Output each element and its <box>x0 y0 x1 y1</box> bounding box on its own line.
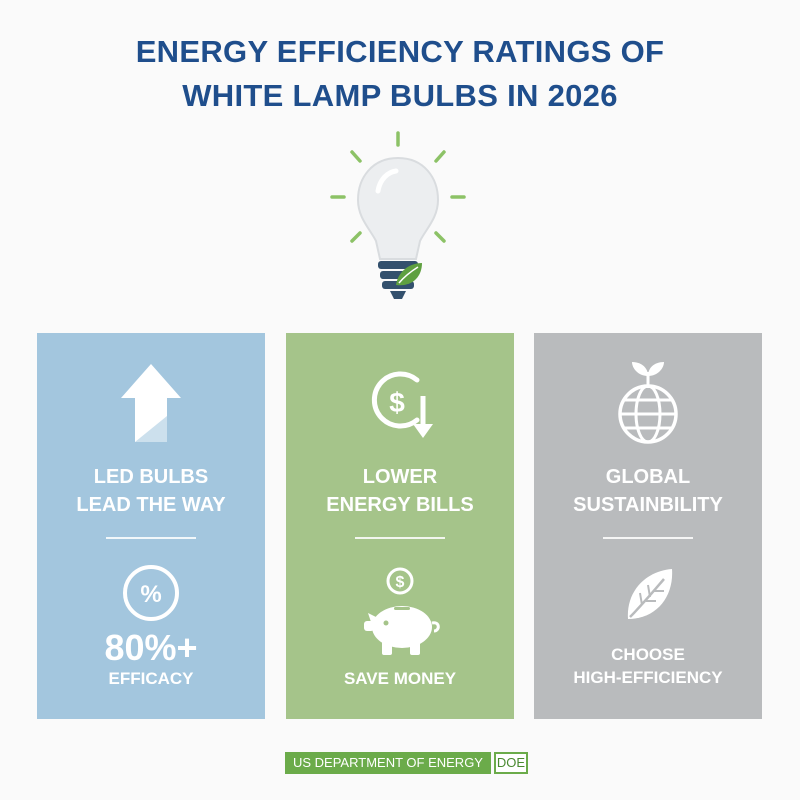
headline-line-1: LOWER <box>362 466 438 488</box>
arrow-up-icon <box>37 358 265 448</box>
divider <box>355 537 445 539</box>
efficacy-value: 80%+ <box>104 627 198 668</box>
panel-led-bulbs: LED BULBS LEAD THE WAY % 80%+ EFFICACY <box>37 333 265 719</box>
leaf-icon <box>534 561 762 651</box>
percent-circle-icon: % <box>37 561 265 651</box>
caption-line-2: HIGH-EFFICIENCY <box>573 668 723 687</box>
title-line-1: ENERGY EFFICIENCY RATINGS OF <box>135 34 665 69</box>
lightbulb-with-leaf-icon <box>320 125 480 310</box>
doe-logo: DOE <box>493 752 528 774</box>
caption-line-1: SAVE MONEY <box>343 669 457 688</box>
choose-high-efficiency-caption: CHOOSE HIGH-EFFICIENCY <box>534 643 762 689</box>
panel-headline: LOWER ENERGY BILLS <box>286 463 514 519</box>
dollar-down-arrow-icon: $ <box>286 358 514 448</box>
divider <box>603 537 693 539</box>
agency-name: US DEPARTMENT OF ENERGY <box>285 752 491 774</box>
divider <box>106 537 196 539</box>
piggy-bank-icon: $ <box>286 561 514 655</box>
svg-text:$: $ <box>396 574 405 591</box>
save-money-caption: SAVE MONEY <box>286 667 514 690</box>
svg-text:%: % <box>140 581 161 608</box>
panel-energy-bills: $ LOWER ENERGY BILLS $ SAVE MONEY <box>286 333 514 719</box>
headline-line-1: LED BULBS <box>93 466 209 488</box>
globe-sprout-icon <box>534 358 762 448</box>
panel-global-sustainability: GLOBAL SUSTAINBILITY CHOOSE HIGH-EFFICIE… <box>534 333 762 719</box>
caption-line-1: EFFICACY <box>108 669 194 688</box>
caption-line-1: CHOOSE <box>611 645 685 664</box>
title-line-2: WHITE LAMP BULBS IN 2026 <box>182 78 618 113</box>
svg-text:$: $ <box>389 387 405 418</box>
headline-line-1: GLOBAL <box>605 466 691 488</box>
footer-agency-badge: US DEPARTMENT OF ENERGY DOE <box>285 752 528 774</box>
headline-line-2: ENERGY BILLS <box>326 494 474 516</box>
efficacy-caption: EFFICACY <box>37 667 265 690</box>
headline-line-2: SUSTAINBILITY <box>573 494 723 516</box>
headline-line-2: LEAD THE WAY <box>76 494 226 516</box>
panel-headline: LED BULBS LEAD THE WAY <box>37 463 265 519</box>
panel-headline: GLOBAL SUSTAINBILITY <box>534 463 762 519</box>
page-title: ENERGY EFFICIENCY RATINGS OF WHITE LAMP … <box>0 30 800 118</box>
